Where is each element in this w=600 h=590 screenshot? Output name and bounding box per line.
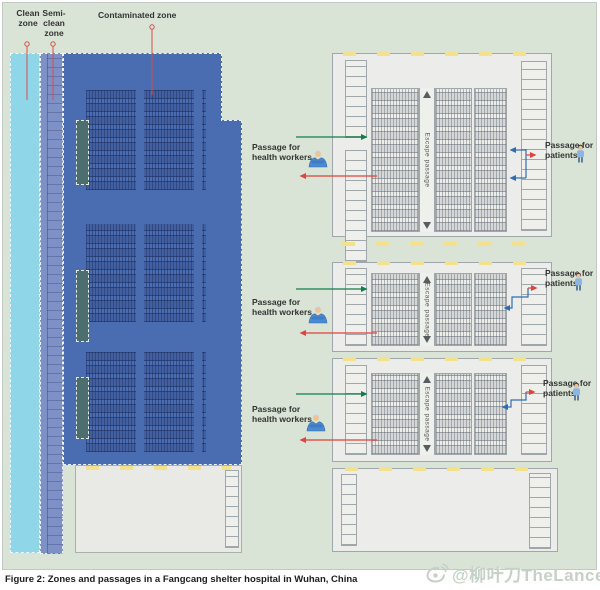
bed-rows bbox=[474, 273, 507, 346]
health-workers-label-3: Passage for health workers bbox=[252, 404, 312, 425]
bed-rows-group-1 bbox=[86, 90, 206, 190]
buffer-room-3 bbox=[76, 377, 89, 439]
bottom-hall bbox=[332, 467, 558, 552]
escape-arrow-icon bbox=[423, 276, 431, 283]
bed-rows bbox=[435, 88, 472, 232]
escape-arrow-icon bbox=[423, 222, 431, 229]
bed-hall: Escape passage bbox=[371, 373, 507, 455]
escape-arrow-icon bbox=[423, 336, 431, 343]
bed-rows bbox=[435, 273, 472, 346]
bed-rows bbox=[474, 373, 507, 455]
ward-section-1: Escape passage bbox=[332, 52, 552, 262]
patient-icon bbox=[574, 144, 587, 169]
escape-arrow-icon bbox=[423, 445, 431, 452]
door-markers bbox=[343, 357, 541, 361]
bed-rows-group-3 bbox=[86, 352, 206, 452]
room-stack bbox=[345, 60, 367, 138]
zone-label-contaminated: Contaminated zone bbox=[98, 10, 177, 20]
door-markers bbox=[345, 467, 535, 471]
door-markers bbox=[343, 261, 541, 265]
bed-rows bbox=[474, 88, 507, 232]
escape-passage: Escape passage bbox=[419, 373, 435, 455]
watermark-text: @柳叶刀TheLancet bbox=[452, 566, 600, 585]
room-stack bbox=[225, 470, 239, 548]
health-worker-icon bbox=[306, 147, 330, 176]
bed-rows bbox=[371, 88, 419, 232]
patients-label-2: Passage for patients bbox=[545, 268, 594, 289]
buffer-room-2 bbox=[76, 270, 89, 342]
room-stack bbox=[341, 474, 357, 546]
room-stack bbox=[529, 473, 551, 549]
door-markers bbox=[86, 466, 231, 470]
health-workers-label-2: Passage for health workers bbox=[252, 297, 312, 318]
escape-arrow-icon bbox=[423, 91, 431, 98]
escape-arrow-icon bbox=[423, 376, 431, 383]
room-stack bbox=[345, 365, 367, 455]
figure-caption: Figure 2: Zones and passages in a Fangca… bbox=[5, 574, 358, 585]
zone-label-clean: Clean zone bbox=[16, 8, 40, 29]
patient-icon bbox=[572, 272, 585, 297]
patients-label-3: Passage for patients bbox=[543, 378, 592, 399]
bed-rows bbox=[371, 273, 419, 346]
door-markers bbox=[342, 242, 542, 246]
clean-zone bbox=[10, 53, 40, 553]
patient-icon bbox=[570, 382, 583, 407]
room-stack bbox=[521, 61, 547, 231]
buffer-room-1 bbox=[76, 120, 89, 185]
health-worker-icon bbox=[306, 303, 330, 332]
escape-passage-label: Escape passage bbox=[423, 386, 431, 442]
semi-clean-zone bbox=[40, 53, 63, 554]
health-worker-icon bbox=[304, 411, 328, 440]
zone-label-semi-clean: Semi- clean zone bbox=[42, 8, 66, 39]
room-stack bbox=[345, 268, 367, 346]
door-markers bbox=[343, 52, 541, 56]
bed-rows bbox=[435, 373, 472, 455]
escape-passage: Escape passage bbox=[419, 88, 435, 232]
bed-hall: Escape passage bbox=[371, 88, 507, 232]
watermark: @柳叶刀TheLancet bbox=[425, 561, 600, 586]
patients-label-1: Passage for patients bbox=[545, 140, 594, 161]
bed-rows bbox=[371, 373, 419, 455]
weibo-logo-icon bbox=[426, 563, 449, 583]
ward-section-3: Escape passage bbox=[332, 357, 552, 462]
room-stack bbox=[521, 365, 547, 455]
room-stack bbox=[521, 268, 547, 346]
escape-passage-label: Escape passage bbox=[423, 132, 431, 188]
escape-passage-label: Escape passage bbox=[423, 281, 431, 338]
bed-hall: Escape passage bbox=[371, 273, 507, 346]
ward-section-2: Escape passage bbox=[332, 261, 552, 352]
health-workers-label-1: Passage for health workers bbox=[252, 142, 312, 163]
bed-rows-group-2 bbox=[86, 224, 206, 322]
left-plan-bottom-hall bbox=[75, 465, 242, 553]
escape-passage: Escape passage bbox=[419, 273, 435, 346]
